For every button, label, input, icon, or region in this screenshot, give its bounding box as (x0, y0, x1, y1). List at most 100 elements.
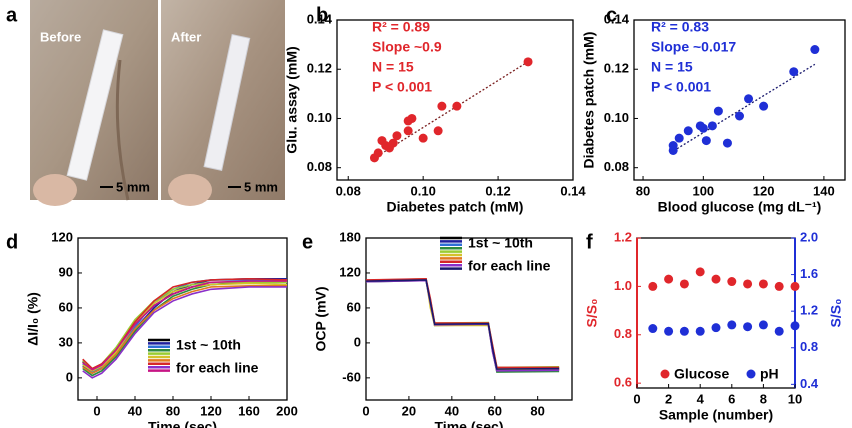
patch-strip (66, 29, 124, 181)
x-tick-label: 0 (93, 403, 100, 418)
x-tick-label: 6 (728, 391, 735, 406)
data-point (743, 322, 753, 332)
panel-label: e (302, 231, 313, 253)
legend-text: 1st ~ 10th (176, 337, 241, 353)
y-axis-label: ΔI/I₀ (%) (25, 292, 41, 346)
data-point (695, 267, 705, 277)
y-tick-label: 1.2 (614, 229, 632, 244)
y-tick-label: 0.10 (307, 110, 332, 125)
panel-label: f (586, 231, 593, 253)
finger (33, 174, 77, 206)
data-point (648, 324, 658, 334)
x-tick-label: 140 (813, 183, 835, 198)
chart-panel: c 80 100 120 140 0.08 0.10 0.12 0.14 Blood glucos… (581, 4, 846, 215)
data-point (713, 106, 723, 116)
y-tick-label: -60 (342, 369, 361, 384)
data-point (722, 138, 732, 148)
y-tick-label: 90 (59, 264, 73, 279)
x-tick-label: 100 (692, 183, 714, 198)
legend-label: Glucose (674, 366, 729, 382)
y-tick-label: 0.14 (307, 11, 333, 26)
y-axis-label: Diabetes patch (mM) (581, 32, 597, 169)
y2-tick-label: 2.0 (800, 229, 818, 244)
annotation: N = 15 (651, 59, 693, 75)
y-tick-label: 0.6 (614, 375, 632, 390)
y-axis-label: Glu. assay (mM) (284, 46, 300, 153)
x-axis-label: Sample (number) (659, 407, 773, 423)
x-tick-label: 80 (530, 403, 544, 418)
photo-caption: Before (40, 29, 81, 44)
panel-label: a (6, 4, 18, 26)
data-point (388, 138, 398, 148)
y-axis-label: S/S₀ (584, 299, 600, 328)
data-point (407, 113, 417, 123)
data-point (648, 281, 658, 291)
x-tick-label: 0.10 (411, 183, 436, 198)
x-axis-label: Diabetes patch (mM) (387, 199, 524, 215)
data-line (82, 277, 288, 370)
chart-panel: f 0 2 4 6 8 10 0.6 0.8 1.0 1.2 0.4 0.8 1.2 1.6 2.0 Sampl… (584, 229, 844, 422)
data-point (668, 141, 678, 151)
data-point (664, 274, 674, 284)
annotation: Slope ~0.9 (372, 39, 442, 55)
x-tick-label: 0.14 (560, 183, 586, 198)
data-point (727, 320, 737, 330)
data-line (365, 277, 560, 369)
annotation: R² = 0.89 (372, 19, 430, 35)
annotation: Slope ~0.017 (651, 39, 736, 55)
y-tick-label: 60 (347, 299, 361, 314)
x-tick-label: 60 (488, 403, 502, 418)
legend-marker (660, 369, 670, 379)
x-tick-label: 40 (445, 403, 459, 418)
data-point (698, 123, 708, 133)
data-point (373, 148, 383, 158)
data-point (433, 126, 443, 136)
x-tick-label: 120 (753, 183, 775, 198)
data-point (758, 320, 768, 330)
x-tick-label: 200 (276, 403, 298, 418)
data-point (810, 45, 820, 55)
data-point (523, 57, 533, 67)
y-tick-label: 60 (59, 299, 73, 314)
data-point (727, 277, 737, 287)
x-tick-label: 4 (697, 391, 705, 406)
data-point (774, 281, 784, 291)
data-point (774, 326, 784, 336)
x-tick-label: 0 (362, 403, 369, 418)
annotation: N = 15 (372, 59, 414, 75)
x-tick-label: 2 (665, 391, 672, 406)
panel-label: b (316, 4, 328, 26)
y-tick-label: 0.08 (604, 159, 629, 174)
y-tick-label: 120 (51, 229, 73, 244)
y-tick-label: 0.08 (307, 159, 332, 174)
data-point (437, 101, 447, 111)
plot-frame (77, 237, 288, 401)
y2-axis-label: S/S₀ (828, 299, 844, 328)
y-tick-label: 0.12 (604, 61, 629, 76)
annotation: P < 0.001 (651, 79, 711, 95)
plot-frame (365, 237, 573, 401)
data-point (392, 131, 402, 141)
x-tick-label: 0.08 (336, 183, 361, 198)
data-line (365, 279, 560, 373)
data-point (695, 326, 705, 336)
data-point (674, 133, 684, 143)
x-tick-label: 80 (166, 403, 180, 418)
data-point (759, 101, 769, 111)
y-tick-label: 180 (339, 229, 361, 244)
photo-caption: After (171, 29, 201, 44)
chart-panel: e 0 20 40 60 80 -60 0 60 120 180 Time (sec) OCP (mV)… (302, 229, 573, 428)
data-point (664, 326, 674, 336)
legend-marker (746, 369, 756, 379)
photo-panel: a Before 5 mm After 5 mm (6, 0, 285, 206)
x-axis-label: Blood glucose (mg dL⁻¹) (658, 199, 822, 215)
panel-label: c (606, 4, 617, 26)
data-point (790, 321, 800, 331)
data-point (679, 279, 689, 289)
annotation: R² = 0.83 (651, 19, 709, 35)
scale-label: 5 mm (116, 179, 150, 194)
data-point (711, 274, 721, 284)
